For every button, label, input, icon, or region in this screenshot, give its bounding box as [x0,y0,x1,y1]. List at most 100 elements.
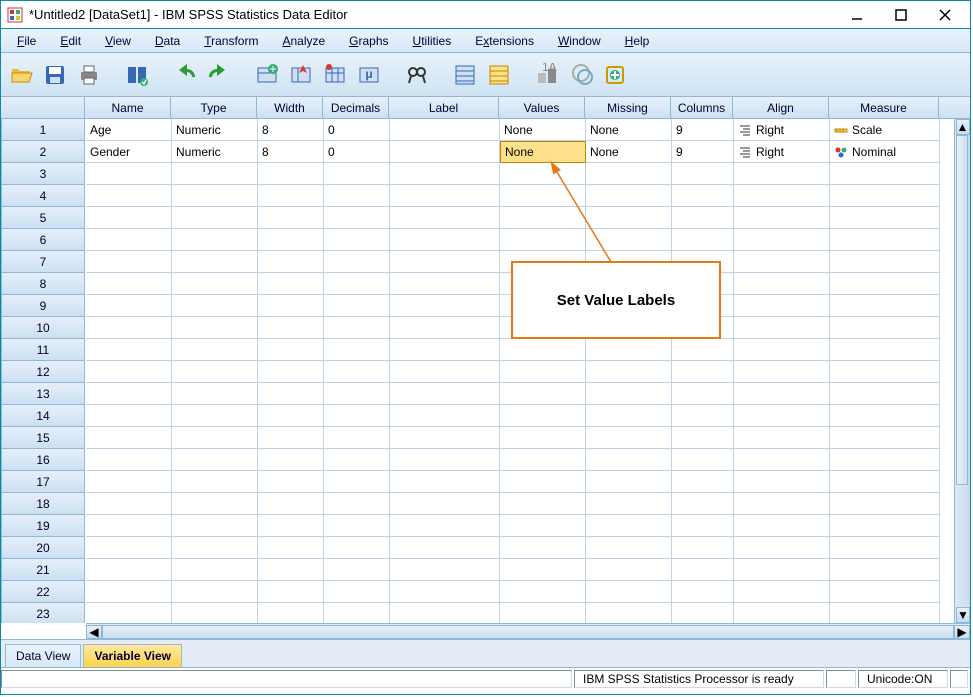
cell-empty[interactable] [500,427,586,449]
cell-align[interactable]: Right [734,119,830,141]
cell-empty[interactable] [830,559,940,581]
cell-empty[interactable] [500,559,586,581]
cell-empty[interactable] [830,537,940,559]
row-header[interactable]: 14 [1,405,85,427]
cell-empty[interactable] [734,471,830,493]
cell-empty[interactable] [324,339,390,361]
cell-empty[interactable] [86,207,172,229]
cell-empty[interactable] [586,339,672,361]
cell-empty[interactable] [734,493,830,515]
cell-empty[interactable] [172,515,258,537]
cell-empty[interactable] [324,207,390,229]
cell-empty[interactable] [672,603,734,623]
cell-empty[interactable] [390,273,500,295]
tab-data-view[interactable]: Data View [5,644,81,667]
cell-empty[interactable] [324,361,390,383]
cell-empty[interactable] [324,559,390,581]
cell-empty[interactable] [500,383,586,405]
cell-missing[interactable]: None [586,119,672,141]
cell-empty[interactable] [324,251,390,273]
cell-empty[interactable] [86,317,172,339]
col-header-missing[interactable]: Missing [585,97,671,118]
cell-empty[interactable] [258,383,324,405]
cell-empty[interactable] [324,405,390,427]
minimize-button[interactable] [842,5,872,25]
cell-empty[interactable] [86,361,172,383]
cell-empty[interactable] [586,229,672,251]
row-header[interactable]: 18 [1,493,85,515]
row-header[interactable]: 9 [1,295,85,317]
row-header[interactable]: 19 [1,515,85,537]
cell-type[interactable]: Numeric [172,119,258,141]
menu-edit[interactable]: Edit [48,31,93,51]
cell-empty[interactable] [734,603,830,623]
col-header-columns[interactable]: Columns [671,97,733,118]
cell-empty[interactable] [734,449,830,471]
cell-empty[interactable] [86,163,172,185]
menu-data[interactable]: Data [143,31,192,51]
cell-empty[interactable] [258,471,324,493]
cell-empty[interactable] [390,185,500,207]
cell-empty[interactable] [830,581,940,603]
cell-empty[interactable] [258,339,324,361]
cell-empty[interactable] [734,229,830,251]
cell-empty[interactable] [586,185,672,207]
cell-empty[interactable] [500,207,586,229]
cell-empty[interactable] [390,471,500,493]
use-variable-sets-button[interactable] [601,61,629,89]
cell-empty[interactable] [830,207,940,229]
cell-empty[interactable] [258,207,324,229]
cell-decimals[interactable]: 0 [324,119,390,141]
cell-empty[interactable] [672,537,734,559]
cell-values[interactable]: None [500,119,586,141]
cell-empty[interactable] [672,383,734,405]
row-header[interactable]: 20 [1,537,85,559]
row-header[interactable]: 15 [1,427,85,449]
cell-empty[interactable] [500,185,586,207]
cell-empty[interactable] [324,515,390,537]
row-header[interactable]: 12 [1,361,85,383]
cell-empty[interactable] [672,229,734,251]
cell-empty[interactable] [672,163,734,185]
cell-empty[interactable] [500,361,586,383]
cell-empty[interactable] [672,515,734,537]
cell-empty[interactable] [672,405,734,427]
cell-empty[interactable] [830,493,940,515]
cell-label[interactable] [390,141,500,163]
undo-button[interactable] [171,61,199,89]
vscroll-thumb[interactable] [956,135,968,485]
cell-empty[interactable] [830,339,940,361]
cell-columns[interactable]: 9 [672,141,734,163]
open-button[interactable] [7,61,35,89]
cell-empty[interactable] [86,405,172,427]
menu-utilities[interactable]: Utilities [401,31,464,51]
cell-empty[interactable] [586,207,672,229]
row-header[interactable]: 5 [1,207,85,229]
cell-empty[interactable] [830,471,940,493]
cell-empty[interactable] [672,449,734,471]
cell-empty[interactable] [672,559,734,581]
cell-empty[interactable] [258,449,324,471]
cell-empty[interactable] [672,339,734,361]
cell-empty[interactable] [172,273,258,295]
vertical-scrollbar[interactable]: ▲ ▼ [954,119,970,623]
cell-empty[interactable] [86,295,172,317]
cell-empty[interactable] [500,163,586,185]
cell-empty[interactable] [324,317,390,339]
status-resize-grip[interactable] [950,670,968,688]
cell-empty[interactable] [830,185,940,207]
cell-empty[interactable] [500,515,586,537]
cell-empty[interactable] [734,537,830,559]
cell-empty[interactable] [500,581,586,603]
cell-empty[interactable] [258,427,324,449]
cell-empty[interactable] [172,317,258,339]
cell-empty[interactable] [734,273,830,295]
hscroll-track[interactable] [102,625,954,639]
cell-measure[interactable]: Nominal [830,141,940,163]
col-header-measure[interactable]: Measure [829,97,939,118]
cell-empty[interactable] [672,493,734,515]
split-file-button[interactable] [451,61,479,89]
col-header-decimals[interactable]: Decimals [323,97,389,118]
cell-empty[interactable] [830,163,940,185]
cell-empty[interactable] [390,427,500,449]
